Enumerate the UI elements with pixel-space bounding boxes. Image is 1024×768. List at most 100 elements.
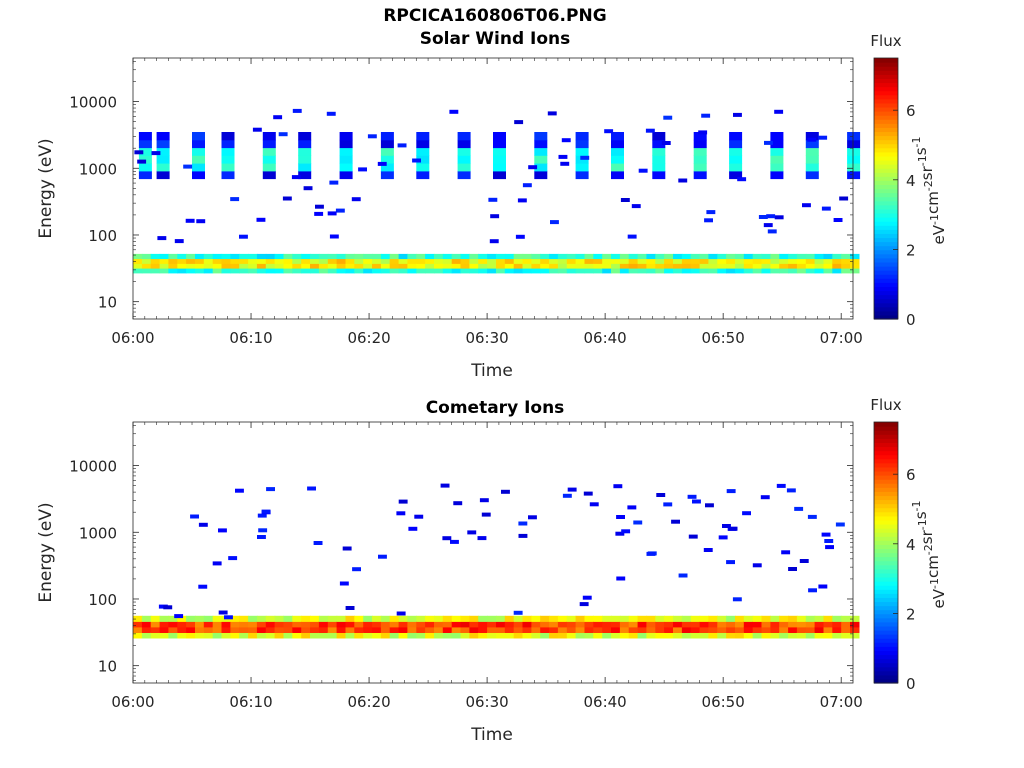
heatmap-cell [314, 211, 324, 216]
heatmap-cell [327, 615, 338, 622]
heatmap-cell [582, 595, 592, 600]
heatmap-cell [354, 626, 364, 633]
heatmap-cell [805, 626, 816, 633]
heatmap-cell [212, 621, 223, 628]
colorbar-swatch [874, 294, 898, 300]
heatmap-cell [735, 253, 745, 260]
heatmap-cell [301, 258, 311, 264]
heatmap-cell [479, 498, 489, 503]
heatmap-cell [256, 217, 266, 222]
colorbar-swatch [874, 257, 898, 263]
heatmap-cell [442, 615, 453, 622]
colorbar-swatch [874, 192, 898, 198]
colorbar-swatch [874, 278, 898, 283]
heatmap-cell [354, 268, 364, 274]
x-tick-label: 06:30 [465, 693, 508, 711]
heatmap-cell [248, 632, 258, 639]
colorbar-label: eV-1cm-2sr-1s-1 [910, 500, 948, 608]
heatmap-cell [203, 258, 214, 264]
heatmap-cell [425, 268, 435, 274]
heatmap-cell [673, 268, 683, 274]
heatmap-cell [726, 626, 736, 633]
heatmap-cell [451, 253, 462, 260]
heatmap-cell [531, 626, 541, 633]
heatmap-cell [732, 597, 742, 602]
heatmap-cell [540, 626, 550, 633]
colorbar-swatch [874, 282, 898, 287]
heatmap-cell [728, 526, 738, 531]
heatmap-cell [850, 621, 860, 628]
colorbar-swatch [874, 646, 898, 651]
axis-ticks [132, 422, 853, 683]
heatmap-cell [442, 632, 453, 639]
heatmap-cell [805, 621, 816, 628]
heatmap-cell [262, 139, 276, 149]
y-tick-label: 1000 [79, 160, 117, 178]
heatmap-cell [619, 632, 630, 639]
heatmap-cell [327, 211, 337, 216]
heatmap-cell [788, 567, 797, 571]
heatmap-cell [425, 621, 435, 628]
heatmap-cell [646, 615, 656, 622]
heatmap-cell [256, 263, 267, 269]
heatmap-cell [566, 615, 577, 622]
heatmap-cell [192, 163, 205, 172]
colorbar-swatch [874, 654, 898, 660]
heatmap-cell [186, 253, 196, 260]
heatmap-cell [248, 621, 258, 628]
heatmap-cell [531, 615, 541, 622]
heatmap-cell [248, 615, 258, 622]
heatmap-cell [493, 170, 506, 180]
heatmap-cell [805, 615, 816, 622]
heatmap-cell [434, 632, 444, 639]
heatmap-cell [652, 139, 666, 149]
colorbar-swatch [874, 422, 898, 427]
heatmap-cell [818, 135, 828, 140]
heatmap-cell [805, 139, 819, 149]
x-axis-label: Time [470, 361, 513, 381]
heatmap-cell [566, 626, 577, 633]
heatmap-cell [531, 258, 541, 264]
heatmap-cell [192, 170, 205, 180]
heatmap-cell [584, 621, 594, 628]
heatmap-cell [301, 268, 311, 274]
heatmap-cell [611, 621, 621, 628]
heatmap-cell [487, 615, 497, 622]
heatmap-cell [808, 588, 817, 593]
x-tick-label: 06:40 [584, 693, 627, 711]
heatmap-cell [718, 535, 728, 540]
heatmap-cell [460, 615, 470, 622]
heatmap-cell [398, 268, 409, 274]
heatmap-cell [389, 632, 400, 639]
heatmap-cell [611, 626, 621, 633]
colorbar-swatch [874, 450, 898, 456]
colorbar-swatch [874, 507, 898, 513]
heatmap-cell [518, 521, 528, 526]
heatmap-cell [611, 155, 624, 164]
heatmap-cell [363, 626, 373, 633]
colorbar-swatch [874, 249, 898, 255]
heatmap-cell [363, 268, 373, 274]
heatmap-cell [327, 268, 338, 274]
colorbar-swatch [874, 225, 898, 230]
colorbar-swatch [874, 115, 898, 120]
y-axis-label: Energy (eV) [36, 502, 56, 602]
heatmap-cell [557, 621, 568, 628]
heatmap-cell [467, 530, 477, 535]
heatmap-cell [380, 632, 391, 639]
heatmap-cell [262, 155, 276, 164]
heatmap-cell [425, 615, 435, 622]
heatmap-cell [611, 170, 624, 180]
heatmap-cell [230, 621, 240, 628]
heatmap-cell [761, 626, 771, 633]
heatmap-cell [652, 147, 666, 156]
colorbar-swatch [874, 200, 898, 206]
heatmap-cell [327, 626, 338, 633]
heatmap-cell [478, 258, 488, 264]
colorbar-swatch [874, 576, 898, 582]
colorbar-swatch [874, 139, 898, 145]
heatmap-cell [673, 253, 683, 260]
heatmap-cell [177, 253, 187, 260]
heatmap-cell [621, 529, 631, 534]
